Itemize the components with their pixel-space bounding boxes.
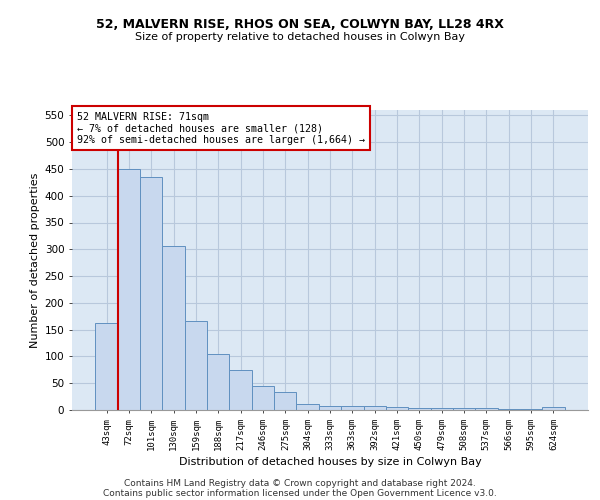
Text: Size of property relative to detached houses in Colwyn Bay: Size of property relative to detached ho… — [135, 32, 465, 42]
Bar — [319, 406, 341, 410]
Bar — [475, 408, 497, 410]
Bar — [207, 354, 229, 410]
Text: 52 MALVERN RISE: 71sqm
← 7% of detached houses are smaller (128)
92% of semi-det: 52 MALVERN RISE: 71sqm ← 7% of detached … — [77, 112, 365, 144]
Bar — [252, 386, 274, 410]
Bar — [341, 406, 364, 410]
Bar — [296, 404, 319, 410]
X-axis label: Distribution of detached houses by size in Colwyn Bay: Distribution of detached houses by size … — [179, 457, 481, 467]
Bar — [229, 370, 252, 410]
Bar — [274, 392, 296, 410]
Bar — [185, 321, 207, 410]
Bar — [453, 408, 475, 410]
Bar — [364, 406, 386, 410]
Bar — [163, 246, 185, 410]
Bar — [118, 169, 140, 410]
Text: Contains public sector information licensed under the Open Government Licence v3: Contains public sector information licen… — [103, 488, 497, 498]
Text: 52, MALVERN RISE, RHOS ON SEA, COLWYN BAY, LL28 4RX: 52, MALVERN RISE, RHOS ON SEA, COLWYN BA… — [96, 18, 504, 30]
Bar — [140, 177, 163, 410]
Bar — [408, 408, 431, 410]
Bar — [95, 322, 118, 410]
Text: Contains HM Land Registry data © Crown copyright and database right 2024.: Contains HM Land Registry data © Crown c… — [124, 478, 476, 488]
Bar — [386, 408, 408, 410]
Bar — [542, 408, 565, 410]
Y-axis label: Number of detached properties: Number of detached properties — [31, 172, 40, 348]
Bar — [431, 408, 453, 410]
